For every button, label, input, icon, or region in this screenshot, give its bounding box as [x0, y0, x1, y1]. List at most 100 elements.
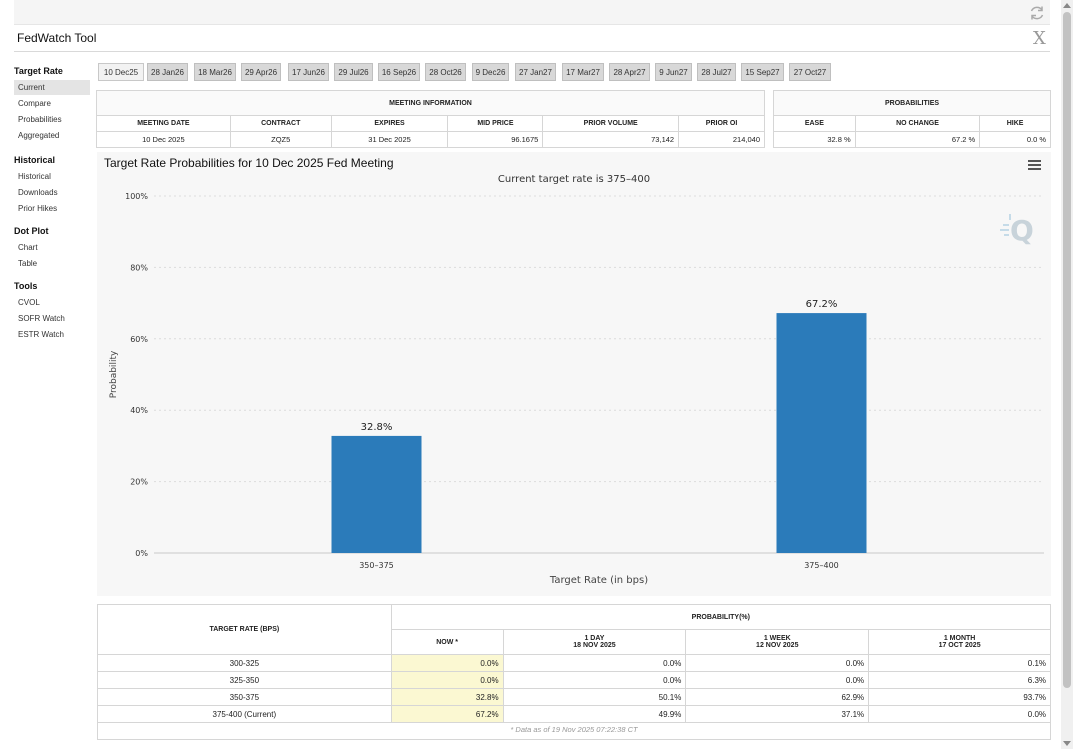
sidebar-item-cvol[interactable]: CVOL	[18, 298, 40, 307]
sidebar-section-historical: Historical Historical Downloads Prior Hi…	[14, 151, 90, 216]
target-rate-cell: 375-400 (Current)	[97, 705, 392, 723]
tab-meeting[interactable]: 29 Jul26	[334, 63, 373, 81]
column-header: HIKE	[979, 115, 1051, 132]
tab-meeting[interactable]: 17 Mar27	[562, 63, 604, 81]
sidebar-section-title: Historical	[14, 155, 56, 165]
svg-text:Q: Q	[1010, 214, 1034, 247]
scroll-down-icon[interactable]	[1063, 741, 1071, 746]
hike-cell: 0.0 %	[979, 131, 1051, 148]
bar-chart: 0% 20% 40% 60% 80% 100% 32.8% 350–375 67.2% 375–4…	[109, 192, 1044, 586]
y-tick-label: 0%	[135, 549, 148, 558]
tab-meeting[interactable]: 28 Jul27	[697, 63, 736, 81]
y-tick-label: 20%	[130, 478, 148, 487]
one-week-cell: 62.9%	[685, 688, 870, 706]
sidebar-item-sofr-watch[interactable]: SOFR Watch	[18, 314, 65, 323]
meeting-info-header: MEETING INFORMATION	[96, 90, 765, 116]
chart-title: Target Rate Probabilities for 10 Dec 202…	[104, 156, 394, 170]
y-tick-label: 80%	[130, 263, 148, 272]
target-rate-cell: 350-375	[97, 688, 392, 706]
tab-meeting[interactable]: 29 Apr26	[241, 63, 281, 81]
column-header-now: NOW *	[390, 629, 504, 655]
sidebar-item-estr-watch[interactable]: ESTR Watch	[18, 330, 64, 339]
sidebar-item-prior-hikes[interactable]: Prior Hikes	[18, 204, 58, 213]
tab-meeting[interactable]: 28 Jan26	[147, 63, 188, 81]
column-header: PRIOR OI	[678, 115, 765, 132]
now-cell: 0.0%	[390, 654, 504, 672]
probabilities-header: PROBABILITIES	[773, 90, 1051, 116]
tab-meeting[interactable]: 15 Sep27	[741, 63, 784, 81]
tab-meeting[interactable]: 9 Dec26	[472, 63, 509, 81]
column-header: MEETING DATE	[96, 115, 231, 132]
sidebar-section-title: Target Rate	[14, 66, 63, 76]
data-label: 32.8%	[361, 422, 393, 433]
close-icon[interactable]: X	[1033, 28, 1046, 49]
one-week-cell: 0.0%	[685, 671, 870, 689]
meeting-date-cell: 10 Dec 2025	[96, 131, 231, 148]
probability-group-header: PROBABILITY(%)	[390, 604, 1052, 630]
tab-meeting[interactable]: 27 Jan27	[515, 63, 556, 81]
column-header: EASE	[773, 115, 856, 132]
now-cell: 0.0%	[390, 671, 504, 689]
tab-meeting[interactable]: 10 Dec25	[98, 63, 144, 81]
column-header: MID PRICE	[447, 115, 544, 132]
y-tick-label: 60%	[130, 335, 148, 344]
sidebar-item-downloads[interactable]: Downloads	[18, 188, 58, 197]
x-axis-label: Target Rate (in bps)	[549, 575, 648, 586]
sidebar-item-chart[interactable]: Chart	[18, 243, 38, 252]
now-cell: 67.2%	[390, 705, 504, 723]
title-row: FedWatch Tool X	[14, 25, 1050, 52]
column-header: EXPIRES	[330, 115, 449, 132]
sidebar-item-probabilities[interactable]: Probabilities	[18, 115, 62, 124]
sidebar-item-table[interactable]: Table	[18, 259, 38, 268]
tab-meeting[interactable]: 27 Oct27	[789, 63, 831, 81]
one-day-cell: 0.0%	[502, 671, 687, 689]
ease-cell: 32.8 %	[773, 131, 856, 148]
sidebar: Target Rate Current Compare Probabilitie…	[14, 62, 90, 342]
tab-meeting[interactable]: 18 Mar26	[194, 63, 236, 81]
scroll-up-icon[interactable]	[1063, 3, 1071, 8]
prior-oi-cell: 214,040	[678, 131, 765, 148]
one-week-cell: 0.0%	[685, 654, 870, 672]
sidebar-section-dot-plot: Dot Plot Chart Table	[14, 222, 90, 271]
one-day-cell: 50.1%	[502, 688, 687, 706]
target-rate-header: TARGET RATE (BPS)	[97, 604, 392, 655]
table-row: 300-325 0.0% 0.0% 0.0% 0.1%	[97, 654, 1051, 672]
probability-table: TARGET RATE (BPS) PROBABILITY(%) NOW * 1…	[97, 604, 1052, 723]
probabilities-table: PROBABILITIES EASE NO CHANGE HIKE 32.8 %…	[773, 90, 1051, 148]
top-bar	[14, 0, 1050, 25]
sidebar-section-tools: Tools CVOL SOFR Watch ESTR Watch	[14, 277, 90, 342]
column-header-1-month: 1 MONTH 17 OCT 2025	[868, 629, 1051, 655]
one-week-cell: 37.1%	[685, 705, 870, 723]
tab-meeting[interactable]: 9 Jun27	[655, 63, 692, 81]
sidebar-item-compare[interactable]: Compare	[18, 99, 51, 108]
refresh-icon[interactable]	[1028, 4, 1046, 22]
chart-area: Target Rate Probabilities for 10 Dec 202…	[97, 152, 1051, 596]
column-header-1-day: 1 DAY 18 NOV 2025	[502, 629, 687, 655]
tab-meeting[interactable]: 28 Oct26	[425, 63, 466, 81]
table-row: 375-400 (Current) 67.2% 49.9% 37.1% 0.0%	[97, 705, 1051, 723]
tab-meeting[interactable]: 17 Jun26	[288, 63, 329, 81]
column-header: NO CHANGE	[854, 115, 981, 132]
now-cell: 32.8%	[390, 688, 504, 706]
chart-subtitle: Current target rate is 375–400	[497, 174, 651, 185]
x-tick-label: 375–400	[804, 561, 839, 570]
data-timestamp-footnote: * Data as of 19 Nov 2025 07:22:38 CT	[97, 722, 1051, 740]
one-month-cell: 0.0%	[868, 705, 1051, 723]
tab-meeting[interactable]: 28 Apr27	[609, 63, 650, 81]
column-header-1-week: 1 WEEK 12 NOV 2025	[685, 629, 870, 655]
sidebar-section-title: Dot Plot	[14, 226, 49, 236]
q-logo-icon: Q	[1000, 214, 1034, 247]
scrollbar-thumb[interactable]	[1063, 12, 1071, 688]
column-header: PRIOR VOLUME	[542, 115, 680, 132]
sidebar-item-historical[interactable]: Historical	[18, 172, 51, 181]
one-day-cell: 49.9%	[502, 705, 687, 723]
one-month-cell: 6.3%	[868, 671, 1051, 689]
tab-meeting[interactable]: 16 Sep26	[378, 63, 420, 81]
bar	[776, 313, 867, 553]
table-row: 350-375 32.8% 50.1% 62.9% 93.7%	[97, 688, 1051, 706]
sidebar-item-current[interactable]: Current	[14, 80, 90, 95]
sidebar-section-title: Tools	[14, 281, 38, 291]
hamburger-menu-icon[interactable]	[1028, 160, 1041, 170]
sidebar-item-aggregated[interactable]: Aggregated	[18, 131, 60, 140]
contract-cell: ZQZ5	[229, 131, 332, 148]
